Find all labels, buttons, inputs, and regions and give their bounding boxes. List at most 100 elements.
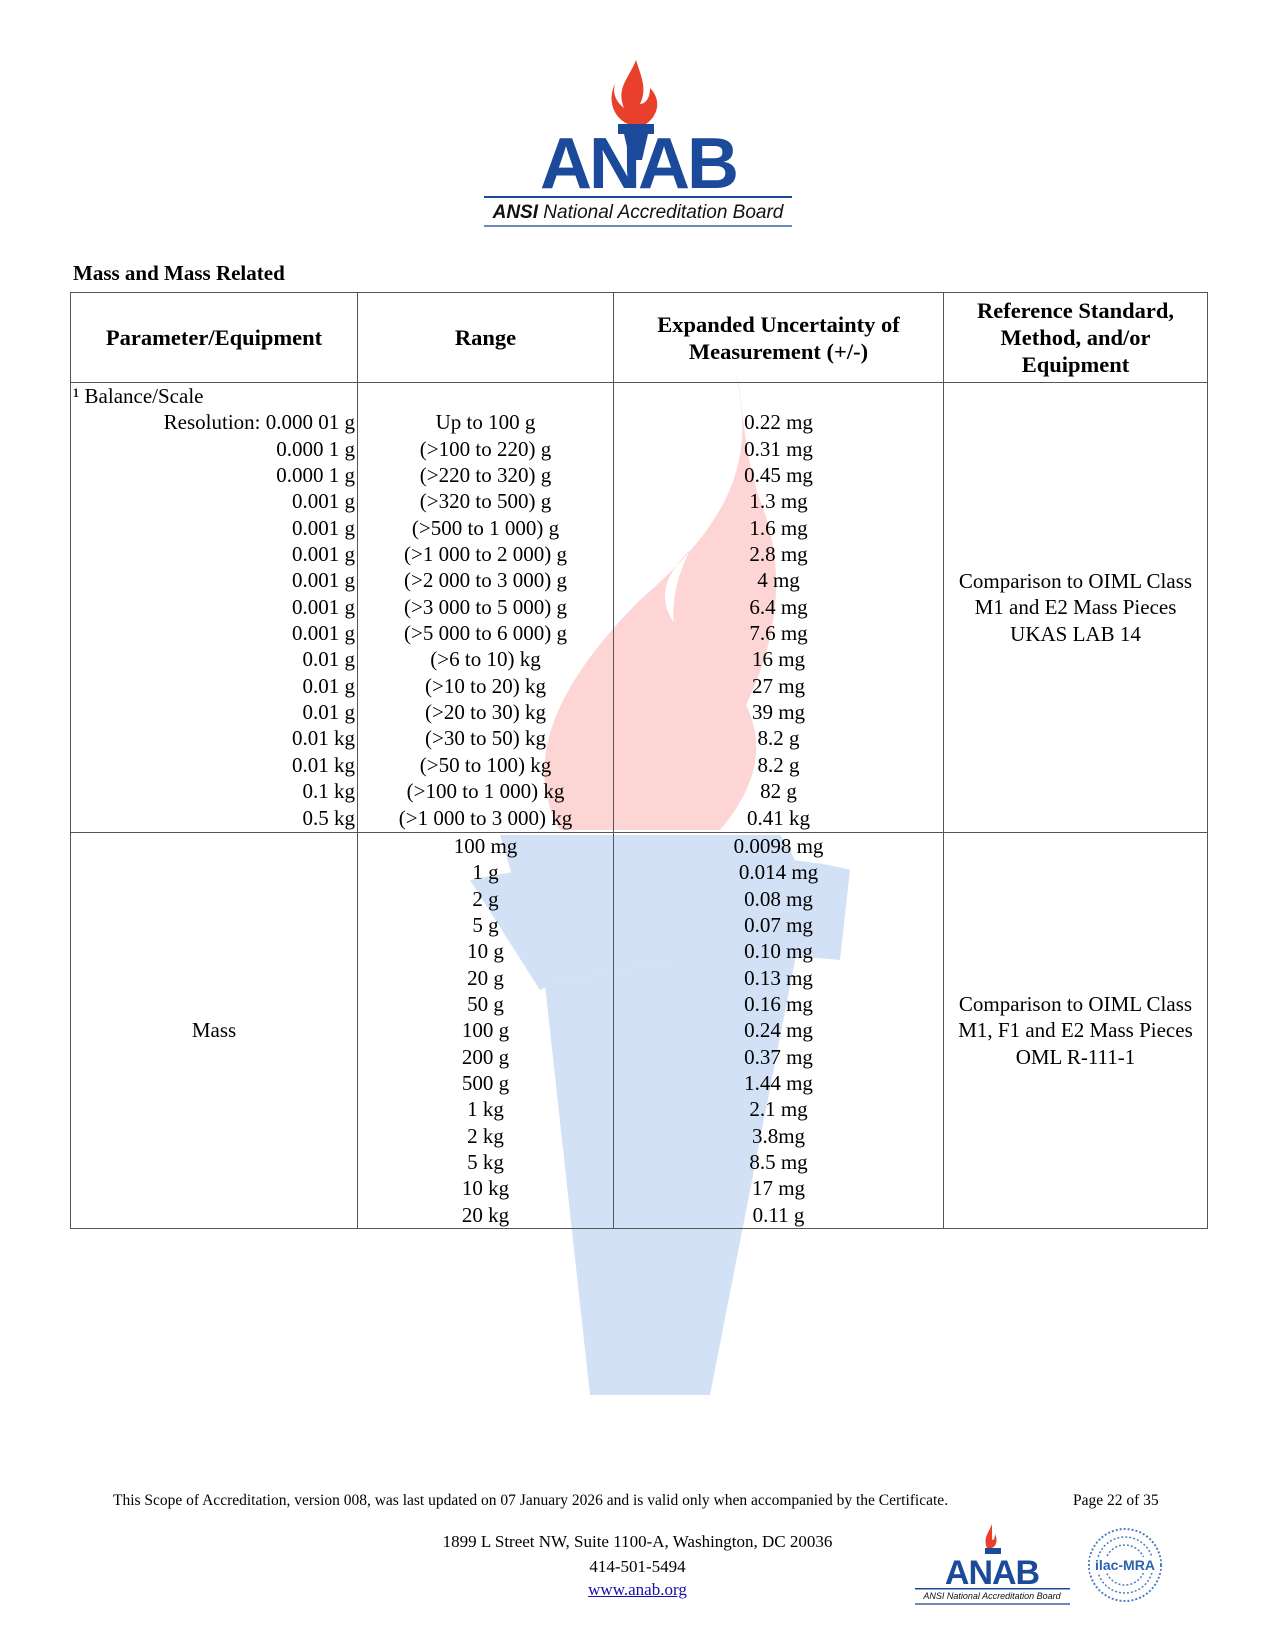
- range-value: 100 mg: [453, 834, 518, 858]
- resolution-value: 0.01 kg: [292, 752, 355, 777]
- resolution-value: 0.5 kg: [302, 805, 356, 830]
- uncertainty-value: 3.8mg: [751, 1123, 806, 1148]
- uncertainty-value: 82 g: [760, 779, 797, 804]
- parameter-label: Mass: [191, 1018, 237, 1043]
- uncertainty-value: 0.0098 mg: [733, 834, 824, 858]
- website-link[interactable]: www.anab.org: [588, 1580, 687, 1599]
- balance-uncertainty-cell: 0.22 mg 0.31 mg 0.45 mg 1.3 mg 1.6 mg 2.8 mg 4…: [613, 382, 944, 833]
- uncertainty-value: 1.6 mg: [749, 515, 808, 540]
- uncertainty-value: 27 mg: [751, 673, 806, 698]
- uncertainty-value: 0.24 mg: [744, 1018, 813, 1043]
- reference-line: UKAS LAB 14: [1010, 621, 1141, 646]
- uncertainty-value: 8.2 g: [757, 752, 800, 777]
- uncertainty-value: 0.37 mg: [744, 1044, 813, 1069]
- mass-reference-cell: Comparison to OIML Class M1, F1 and E2 Ma…: [943, 831, 1208, 1230]
- range-value: 10 g: [467, 939, 504, 964]
- scope-table: Parameter/Equipment Range Expanded Uncer…: [70, 292, 1208, 1230]
- range-value: (>1 000 to 3 000) kg: [398, 805, 573, 830]
- uncertainty-value: 0.31 mg: [744, 436, 813, 461]
- resolution-value: 0.001 g: [292, 568, 355, 593]
- range-value: (>5 000 to 6 000) g: [404, 621, 567, 646]
- range-value: (>20 to 30) kg: [425, 700, 546, 725]
- resolution-value: 0.001 g: [292, 542, 355, 567]
- reference-line: M1 and E2 Mass Pieces: [974, 595, 1177, 620]
- range-value: (>220 to 320) g: [419, 463, 552, 488]
- range-value: (>1 000 to 2 000) g: [404, 542, 567, 567]
- uncertainty-value: 0.07 mg: [744, 913, 813, 938]
- uncertainty-value: 16 mg: [751, 647, 806, 672]
- balance-range-cell: Up to 100 g (>100 to 220) g (>220 to 320) …: [357, 382, 614, 833]
- uncertainty-value: 0.41 kg: [747, 805, 810, 830]
- range-value: (>100 to 220) g: [419, 436, 552, 461]
- range-value: 100 g: [461, 1018, 510, 1043]
- uncertainty-value: 0.22 mg: [744, 410, 813, 435]
- uncertainty-value: 0.13 mg: [744, 965, 813, 990]
- page-number: Page 22 of 35: [1073, 1492, 1159, 1509]
- range-value: (>3 000 to 5 000) g: [404, 594, 567, 619]
- range-value: 5 kg: [467, 1150, 504, 1175]
- uncertainty-value: 8.2 g: [757, 726, 800, 751]
- range-value: (>100 to 1 000) kg: [406, 779, 565, 804]
- resolution-value: 0.000 1 g: [276, 436, 355, 461]
- header-parameter: Parameter/Equipment: [70, 292, 358, 383]
- uncertainty-value: 17 mg: [751, 1176, 806, 1201]
- range-value: 10 kg: [461, 1176, 510, 1201]
- range-value: (>6 to 10) kg: [430, 647, 541, 672]
- mass-parameter-cell: Mass: [70, 831, 358, 1230]
- footer-note: This Scope of Accreditation, version 008…: [113, 1492, 949, 1509]
- header-reference: Reference Standard, Method, and/or Equip…: [943, 292, 1208, 383]
- uncertainty-value: 0.08 mg: [744, 886, 813, 911]
- uncertainty-value: 0.10 mg: [744, 939, 813, 964]
- range-value: 1 g: [472, 860, 499, 885]
- parameter-label: ¹ Balance/Scale: [73, 384, 204, 408]
- ilac-mra-logo: ilac-MRA: [1088, 1528, 1162, 1602]
- balance-row: ¹ Balance/Scale Resolution: 0.000 01 g 0.0…: [70, 382, 1208, 833]
- uncertainty-value: 6.4 mg: [749, 594, 808, 619]
- resolution-value: 0.001 g: [292, 594, 355, 619]
- resolution-value: 0.01 g: [302, 647, 356, 672]
- reference-line: OML R-111-1: [1015, 1044, 1136, 1069]
- range-value: (>30 to 50) kg: [425, 726, 546, 751]
- anab-logo: ANAB ANSI National Accreditation Board: [484, 60, 792, 227]
- range-value: 200 g: [461, 1044, 510, 1069]
- uncertainty-value: 2.1 mg: [749, 1097, 808, 1122]
- footer-phone: 414-501-5494: [589, 1557, 686, 1576]
- section-title: Mass and Mass Related: [73, 261, 285, 285]
- uncertainty-value: 0.16 mg: [744, 992, 813, 1017]
- reference-line: Comparison to OIML Class: [958, 992, 1193, 1017]
- range-value: 1 kg: [467, 1097, 504, 1122]
- balance-parameter-cell: ¹ Balance/Scale Resolution: 0.000 01 g 0.0…: [70, 382, 358, 833]
- uncertainty-value: 2.8 mg: [749, 542, 808, 567]
- ilac-text: ilac-MRA: [1095, 1557, 1155, 1573]
- uncertainty-value: 0.45 mg: [744, 463, 813, 488]
- resolution-value: Resolution: 0.000 01 g: [163, 410, 355, 435]
- mass-uncertainty-cell: 0.0098 mg 0.014 mg 0.08 mg 0.07 mg 0.10 mg 0.…: [613, 831, 944, 1230]
- range-value: (>50 to 100) kg: [419, 752, 552, 777]
- svg-text:ANAB: ANAB: [540, 124, 736, 204]
- range-value: 50 g: [467, 992, 504, 1017]
- uncertainty-value: 0.11 g: [752, 1202, 805, 1227]
- uncertainty-value: 1.3 mg: [749, 489, 808, 514]
- uncertainty-value: 7.6 mg: [749, 621, 808, 646]
- uncertainty-value: 8.5 mg: [749, 1150, 808, 1175]
- uncertainty-value: 0.014 mg: [738, 860, 819, 885]
- reference-line: M1, F1 and E2 Mass Pieces: [958, 1018, 1193, 1043]
- range-value: Up to 100 g: [435, 410, 536, 435]
- header-uncertainty: Expanded Uncertainty of Measurement (+/-…: [613, 292, 944, 383]
- resolution-value: 0.01 kg: [292, 726, 355, 751]
- header-range: Range: [357, 292, 614, 383]
- footer-address: 1899 L Street NW, Suite 1100-A, Washingt…: [442, 1532, 833, 1551]
- anab-footer-logo: ANAB ANSI National Accreditation Board: [915, 1524, 1070, 1605]
- uncertainty-value: 39 mg: [751, 700, 806, 725]
- svg-text:ANAB: ANAB: [945, 1554, 1040, 1592]
- range-value: 500 g: [461, 1071, 510, 1096]
- resolution-value: 0.01 g: [302, 700, 356, 725]
- range-value: (>10 to 20) kg: [425, 673, 546, 698]
- balance-reference-cell: Comparison to OIML Class M1 and E2 Mass P…: [943, 382, 1208, 833]
- range-value: 20 kg: [461, 1202, 510, 1227]
- svg-text:ANSI National Accreditation Bo: ANSI National Accreditation Board: [492, 202, 785, 223]
- uncertainty-value: 1.44 mg: [744, 1071, 813, 1096]
